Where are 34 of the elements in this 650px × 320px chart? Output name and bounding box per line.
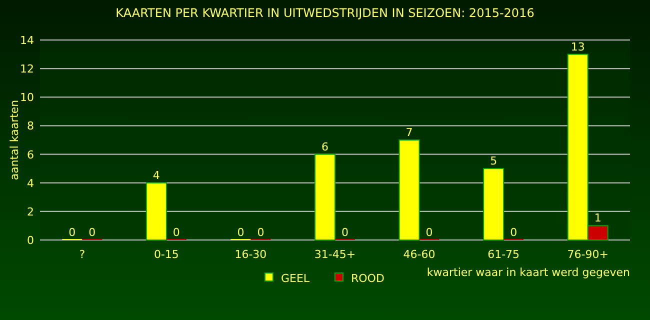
- x-tick-label: 76-90+: [567, 248, 608, 261]
- x-tick-label: 61-75: [488, 248, 520, 261]
- y-tick-label: 12: [20, 62, 34, 76]
- x-tick-label: 16-30: [234, 248, 267, 261]
- x-tick-label: 46-60: [403, 248, 436, 261]
- data-label: 0: [68, 226, 76, 239]
- y-tick-label: 14: [20, 34, 34, 47]
- data-label: 4: [152, 168, 160, 182]
- data-label: 0: [172, 226, 180, 239]
- data-label: 1: [594, 212, 602, 225]
- data-label: 0: [88, 226, 96, 239]
- data-label: 0: [237, 226, 244, 239]
- y-tick-label: 8: [27, 120, 34, 133]
- data-label: 7: [406, 126, 413, 139]
- x-tick-label: 0-15: [154, 248, 179, 261]
- y-tick-label: 0: [27, 234, 34, 247]
- y-tick-label: 6: [27, 148, 34, 162]
- chart-title: KAARTEN PER KWARTIER IN UITWEDSTRIJDEN IN SEIZOEN: 2015-2016: [116, 6, 534, 20]
- y-tick-label: 4: [27, 176, 34, 190]
- data-label: 13: [570, 40, 585, 54]
- y-tick-label: 10: [20, 91, 34, 104]
- x-tick-label: 31-45+: [314, 248, 356, 261]
- y-tick-label: 2: [27, 205, 34, 218]
- data-label: 5: [490, 154, 498, 168]
- x-axis-title: kwartier waar in kaart werd gegeven: [426, 266, 630, 279]
- data-label: 0: [342, 226, 348, 239]
- data-label: 0: [426, 226, 433, 239]
- x-tick-label: ?: [79, 248, 86, 261]
- data-label: 0: [257, 226, 264, 239]
- data-label: 0: [510, 226, 518, 239]
- legend-label: ROOD: [351, 272, 384, 285]
- data-label: 6: [322, 140, 328, 154]
- legend-label: GEEL: [281, 272, 310, 285]
- y-axis-title: aantal kaarten: [8, 100, 21, 180]
